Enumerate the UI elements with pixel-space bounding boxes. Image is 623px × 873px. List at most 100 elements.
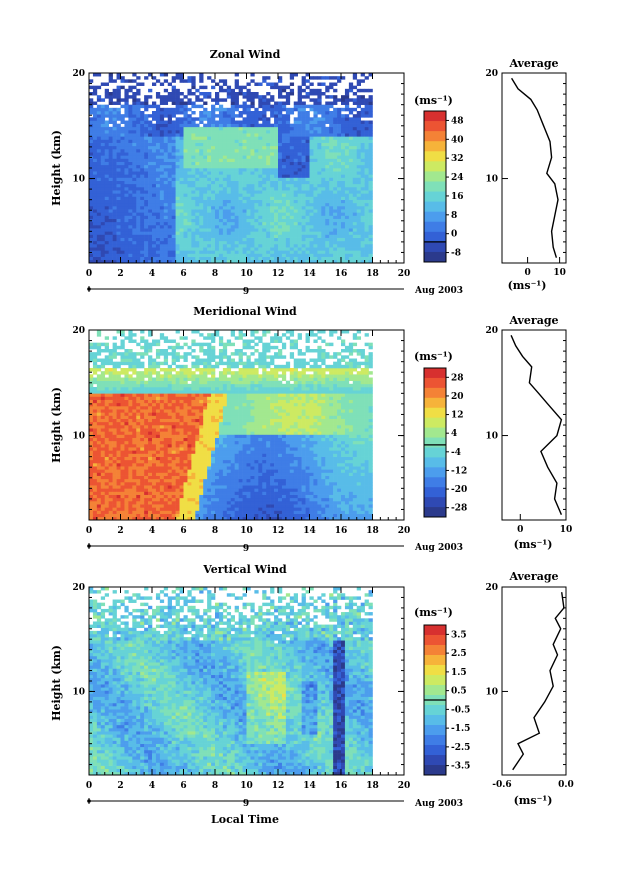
heatmap-cell bbox=[163, 73, 169, 77]
heatmap-cell bbox=[116, 234, 121, 238]
heatmap-cell bbox=[352, 114, 358, 118]
heatmap-cell bbox=[238, 247, 243, 251]
heatmap-cell bbox=[278, 120, 283, 124]
heatmap-cell bbox=[203, 244, 208, 248]
heatmap-cell bbox=[155, 209, 161, 213]
heatmap-cell bbox=[100, 237, 106, 242]
heatmap-cell bbox=[89, 482, 94, 486]
heatmap-cell bbox=[116, 421, 121, 426]
heatmap-cell bbox=[254, 136, 259, 140]
heatmap-cell bbox=[120, 120, 125, 124]
heatmap-cell bbox=[234, 104, 239, 109]
heatmap-cell bbox=[246, 88, 251, 93]
heatmap-cell bbox=[175, 231, 180, 235]
heatmap-cell bbox=[309, 152, 314, 156]
heatmap-cell bbox=[183, 152, 188, 156]
heatmap-cell bbox=[128, 133, 133, 137]
heatmap-cell bbox=[179, 215, 184, 219]
heatmap-cell bbox=[152, 209, 157, 213]
heatmap-cell bbox=[250, 256, 255, 261]
heatmap-cell bbox=[329, 171, 334, 175]
heatmap-cell bbox=[104, 168, 109, 172]
heatmap-cell bbox=[266, 155, 271, 159]
heatmap-cell bbox=[215, 139, 220, 143]
heatmap-cell bbox=[108, 256, 113, 261]
heatmap-cell bbox=[120, 259, 125, 264]
heatmap-cell bbox=[179, 206, 184, 210]
heatmap-cell bbox=[120, 333, 125, 337]
heatmap-cell bbox=[313, 221, 318, 226]
heatmap-cell bbox=[128, 161, 133, 166]
heatmap-cell bbox=[136, 161, 141, 166]
heatmap-cell bbox=[92, 190, 98, 194]
heatmap-cell bbox=[108, 472, 113, 476]
heatmap-cell bbox=[112, 463, 117, 467]
heatmap-cell bbox=[100, 371, 106, 375]
heatmap-cell bbox=[321, 215, 326, 219]
heatmap-cell bbox=[321, 240, 326, 245]
heatmap-cell bbox=[285, 250, 291, 254]
heatmap-cell bbox=[191, 215, 196, 219]
heatmap-cell bbox=[132, 231, 137, 235]
heatmap-cell bbox=[203, 228, 208, 232]
heatmap-cell bbox=[183, 142, 188, 147]
heatmap-cell bbox=[246, 202, 251, 207]
heatmap-cell bbox=[293, 177, 298, 181]
heatmap-cell bbox=[155, 168, 161, 172]
heatmap-cell bbox=[148, 472, 153, 476]
heatmap-cell bbox=[289, 190, 295, 194]
heatmap-cell bbox=[100, 187, 106, 191]
heatmap-cell bbox=[341, 259, 346, 264]
heatmap-cell bbox=[89, 206, 94, 210]
heatmap-cell bbox=[341, 139, 346, 143]
heatmap-cell bbox=[183, 244, 188, 248]
heatmap-cell bbox=[356, 136, 361, 140]
heatmap-cell bbox=[116, 247, 121, 251]
heatmap-cell bbox=[187, 180, 192, 185]
heatmap-cell bbox=[89, 209, 94, 213]
heatmap-cell bbox=[112, 412, 117, 416]
heatmap-cell bbox=[116, 158, 121, 162]
heatmap-cell bbox=[167, 149, 172, 153]
heatmap-cell bbox=[136, 456, 141, 461]
heatmap-cell bbox=[329, 202, 334, 207]
heatmap-cell bbox=[254, 202, 259, 207]
heatmap-cell bbox=[352, 256, 358, 261]
heatmap-cell bbox=[191, 228, 196, 232]
heatmap-cell bbox=[96, 415, 102, 419]
heatmap-cell bbox=[203, 92, 208, 96]
heatmap-cell bbox=[144, 352, 149, 356]
heatmap-cell bbox=[136, 390, 141, 394]
heatmap-cell bbox=[167, 237, 172, 242]
heatmap-cell bbox=[120, 190, 125, 194]
heatmap-cell bbox=[278, 183, 283, 188]
heatmap-cell bbox=[215, 199, 220, 204]
heatmap-cell bbox=[344, 139, 350, 143]
heatmap-cell bbox=[333, 228, 338, 232]
heatmap-cell bbox=[329, 209, 334, 213]
heatmap-cell bbox=[254, 164, 259, 169]
heatmap-cell bbox=[152, 399, 157, 404]
heatmap-cell bbox=[124, 183, 129, 188]
heatmap-cell bbox=[254, 225, 259, 229]
heatmap-cell bbox=[207, 136, 212, 140]
heatmap-cell bbox=[203, 142, 208, 147]
heatmap-cell bbox=[289, 196, 295, 200]
heatmap-cell bbox=[108, 371, 113, 375]
heatmap-cell bbox=[144, 501, 149, 505]
heatmap-cell bbox=[128, 253, 133, 257]
heatmap-cell bbox=[199, 92, 204, 96]
heatmap-cell bbox=[163, 95, 169, 99]
heatmap-cell bbox=[348, 244, 354, 248]
heatmap-cell bbox=[278, 161, 283, 166]
heatmap-cell bbox=[124, 361, 129, 366]
heatmap-cell bbox=[108, 469, 113, 473]
heatmap-cell bbox=[305, 92, 310, 96]
heatmap-cell bbox=[309, 120, 314, 124]
heatmap-cell bbox=[289, 250, 295, 254]
heatmap-cell bbox=[96, 380, 102, 385]
heatmap-cell bbox=[120, 463, 125, 467]
heatmap-cell bbox=[199, 117, 204, 121]
heatmap-cell bbox=[108, 412, 113, 416]
heatmap-cell bbox=[152, 104, 157, 109]
